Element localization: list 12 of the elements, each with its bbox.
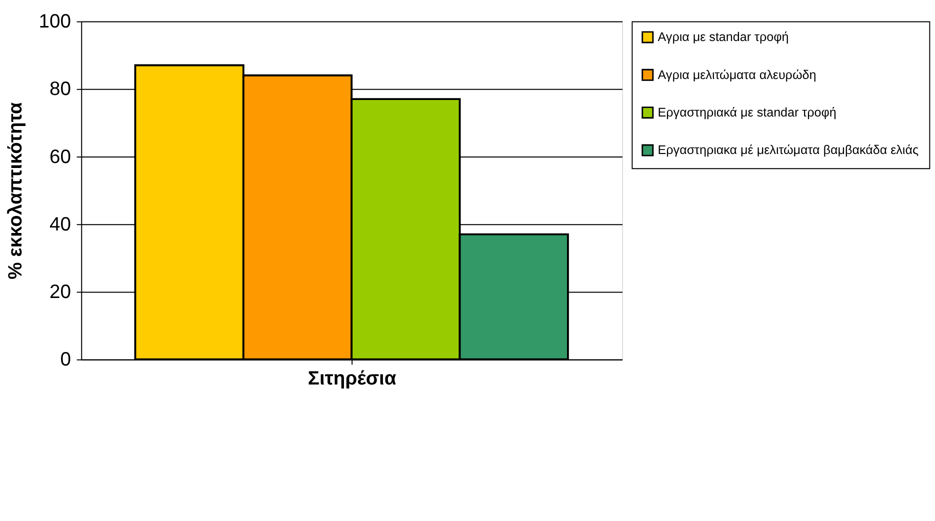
y-tick-label: 0 [60, 350, 71, 371]
legend-label: Εργαστηριακά με standar τροφή [658, 105, 836, 120]
y-tick-label: 80 [50, 79, 71, 100]
y-tick-label: 60 [50, 146, 71, 168]
x-axis-title: Σιτηρέσια [308, 368, 396, 390]
y-axis-title: % εκκολαπτικότητα [5, 102, 26, 280]
y-tick-label: 40 [50, 214, 71, 236]
y-tick-label: 100 [38, 12, 71, 33]
legend-label: Αγρια μελιτώματα αλευρώδη [658, 68, 816, 82]
legend-label: Εργαστηριακα μέ μελιτώματα βαμβακάδα ελιάς [658, 143, 919, 158]
legend-label: Αγρια με standar τροφή [658, 30, 789, 44]
y-tick-label: 20 [50, 282, 71, 304]
